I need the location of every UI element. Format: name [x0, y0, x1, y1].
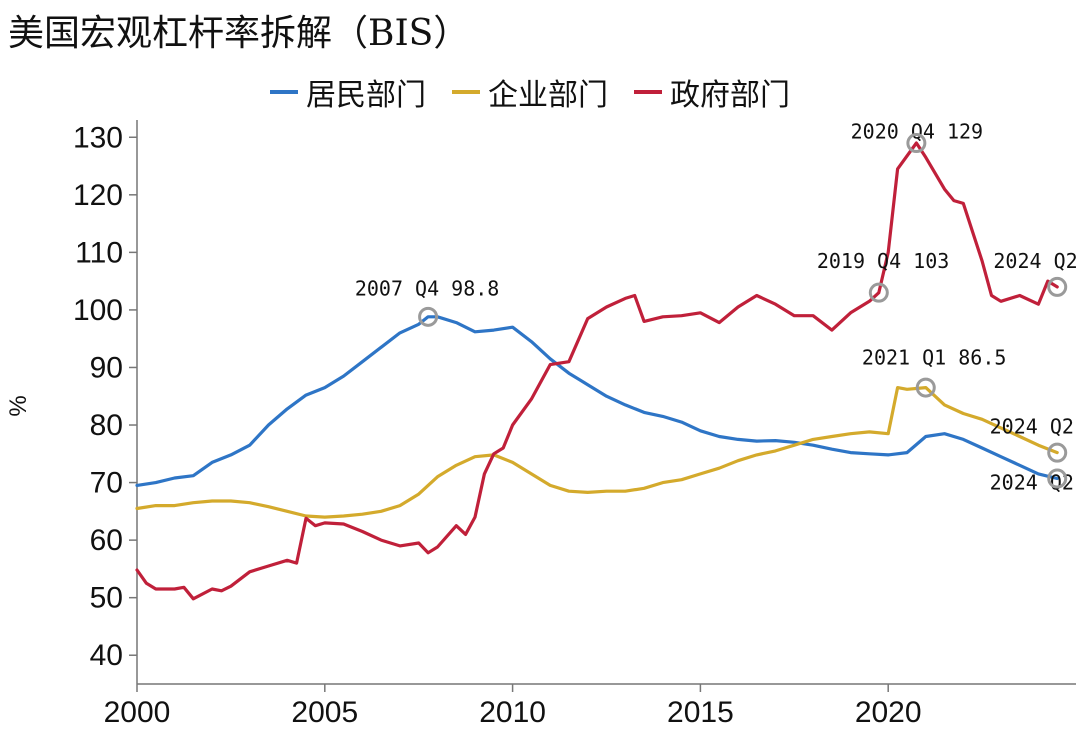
y-tick-label: 100 [73, 294, 123, 327]
annotation-marker [915, 377, 936, 398]
x-tick-label: 2020 [855, 696, 922, 729]
y-tick-label: 40 [90, 639, 123, 672]
axes: 130 120 110 100 90 80 70 60 50 40 2000 2005 2010 2015… [73, 120, 1076, 729]
x-tick-label: 2005 [291, 696, 358, 729]
series-layer [135, 141, 1059, 601]
y-tick-label: 70 [90, 467, 123, 500]
annotation-marker [1047, 442, 1068, 463]
chart-title: 美国宏观杠杆率拆解（BIS） [8, 13, 470, 54]
annotation-label: 2019 Q4 103 [817, 249, 949, 273]
series-line-corporate [135, 386, 1059, 519]
legend-label-household: 居民部门 [306, 78, 426, 113]
y-tick-label: 50 [90, 582, 123, 615]
annotation-marker [418, 306, 439, 327]
series-line-household [135, 315, 1059, 487]
annotation-label: 2007 Q4 98.8 [355, 277, 500, 301]
legend-swatch-household [270, 90, 298, 94]
annotation-marker [1047, 468, 1068, 489]
annotation-label: 2020 Q4 129 [851, 119, 983, 143]
annotation-marker [868, 282, 889, 303]
legend-swatch-government [634, 90, 662, 94]
annotation-marker [906, 133, 927, 154]
legend-label-government: 政府部门 [670, 78, 790, 113]
y-tick-label: 60 [90, 524, 123, 557]
legend-item-household: 居民部门 [270, 70, 426, 114]
annotation-marker [1047, 276, 1068, 297]
annotation-label: 2024 Q2 75.2 [990, 415, 1080, 439]
legend-label-corporate: 企业部门 [488, 78, 608, 113]
y-tick-label: 130 [73, 121, 123, 154]
y-tick-label: 110 [75, 236, 123, 269]
y-tick-label: 90 [90, 351, 123, 384]
y-tick-label: 80 [90, 409, 123, 442]
x-tick-label: 2015 [667, 696, 734, 729]
annotation-label: 2024 Q2 70.7 [990, 470, 1080, 494]
legend-swatch-corporate [452, 90, 480, 94]
y-tick-label: 120 [73, 179, 123, 212]
x-tick-label: 2010 [479, 696, 546, 729]
x-tick-label: 2000 [104, 696, 171, 729]
annotation-label: 2021 Q1 86.5 [862, 346, 1007, 370]
series-line-government [135, 141, 1059, 601]
annotation-layer: 2007 Q4 98.8 2020 Q4 129 2019 Q4 103 2024 Q… [355, 119, 1080, 494]
legend-item-corporate: 企业部门 [452, 70, 608, 114]
y-axis-label: % [5, 395, 32, 416]
annotation-label: 2024 Q2 104 [993, 249, 1080, 273]
legend-item-government: 政府部门 [634, 70, 790, 114]
legend: 居民部门 企业部门 政府部门 [270, 70, 790, 114]
